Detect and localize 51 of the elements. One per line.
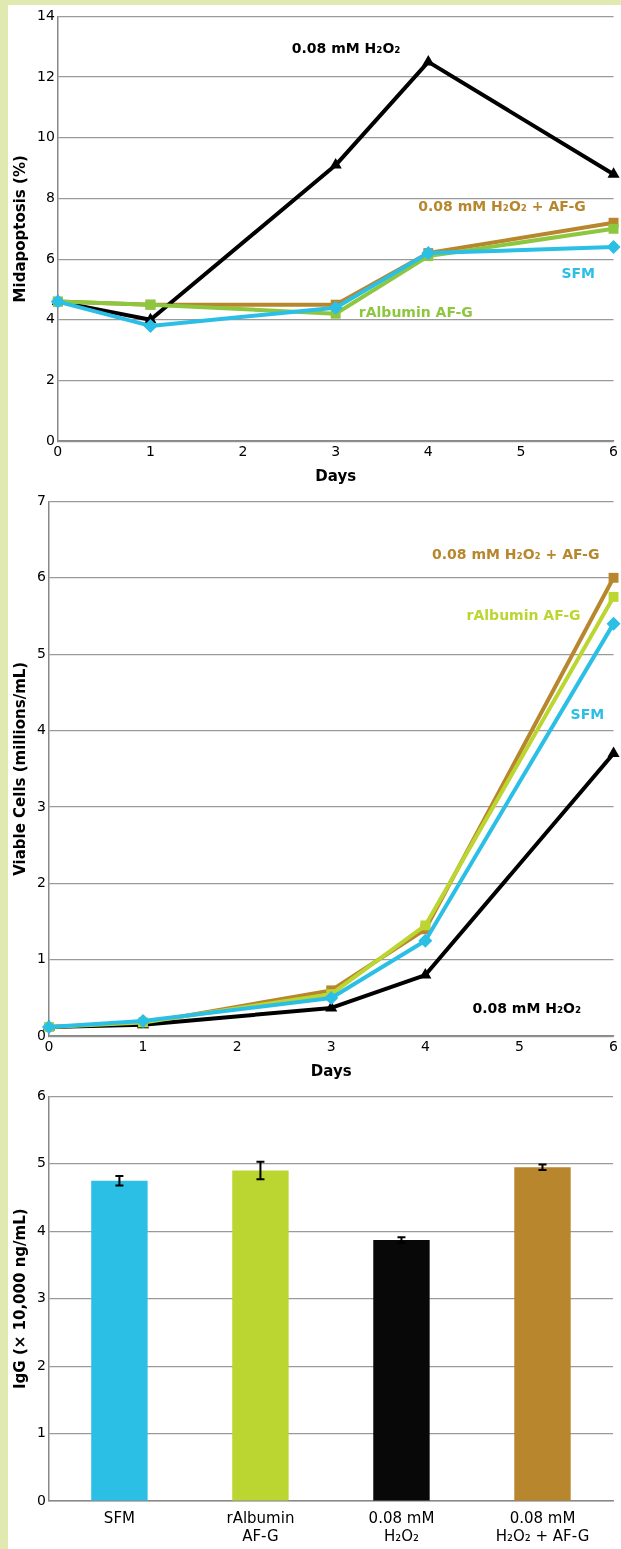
series-label: 0.08 mM H₂O₂ + AF-G — [431, 545, 600, 562]
x-tick-label: 2 — [238, 443, 248, 460]
y-tick-label: 1 — [36, 950, 46, 967]
y-tick-label: 0 — [36, 1491, 46, 1508]
series-label: SFM — [561, 264, 596, 281]
x-tick-label: 6 — [609, 443, 619, 460]
y-tick-label: 2 — [45, 371, 55, 388]
x-tick-label: 0.08 mM H₂O₂ + AF-G — [495, 1508, 590, 1545]
y-axis-title: Viable Cells (millions/mL) — [10, 661, 29, 876]
series-label: rAlbumin AF-G — [358, 304, 473, 321]
x-tick-label: 5 — [516, 443, 526, 460]
y-tick-label: 6 — [45, 249, 55, 266]
y-tick-label: 10 — [36, 128, 55, 145]
x-tick-label: 1 — [145, 443, 155, 460]
y-tick-label: 4 — [36, 721, 46, 738]
y-tick-label: 2 — [36, 874, 46, 891]
x-tick-label: 1 — [138, 1038, 148, 1055]
y-tick-label: 3 — [36, 797, 46, 814]
x-axis-title: Days — [315, 466, 357, 485]
y-tick-label: 14 — [36, 7, 55, 24]
y-tick-label: 7 — [36, 492, 46, 509]
y-tick-label: 0 — [36, 1026, 46, 1043]
x-tick-label: 3 — [331, 443, 341, 460]
x-axis-title: Days — [310, 1061, 352, 1080]
x-tick-label: 4 — [423, 443, 433, 460]
y-tick-label: 5 — [36, 644, 46, 661]
y-tick-label: 8 — [45, 189, 55, 206]
x-tick-label: SFM — [103, 1508, 135, 1527]
x-tick-label: 6 — [609, 1038, 619, 1055]
series-label: 0.08 mM H₂O₂ + AF-G — [418, 198, 586, 215]
y-axis-title: Midapoptosis (%) — [10, 155, 29, 303]
x-tick-label: 3 — [326, 1038, 336, 1055]
y-tick-label: 2 — [36, 1356, 46, 1373]
x-tick-label: 2 — [232, 1038, 242, 1055]
x-tick-label: 5 — [514, 1038, 524, 1055]
y-tick-label: 4 — [36, 1221, 46, 1238]
y-tick-label: 6 — [36, 1087, 46, 1104]
y-tick-label: 1 — [36, 1424, 46, 1441]
series-label: SFM — [570, 705, 605, 722]
y-tick-label: 12 — [36, 67, 55, 84]
y-axis-title: IgG (× 10,000 ng/mL) — [10, 1208, 29, 1389]
y-tick-label: 3 — [36, 1289, 46, 1306]
text: 0.08 mM H₂O₂ — [472, 1000, 582, 1017]
x-tick-label: 4 — [420, 1038, 430, 1055]
y-tick-label: 5 — [36, 1154, 46, 1171]
series-label: 0.08 mM H₂O₂ — [291, 40, 401, 57]
y-tick-label: 4 — [45, 310, 55, 327]
series-label: rAlbumin AF-G — [466, 606, 581, 623]
x-tick-label: rAlbumin AF-G — [226, 1508, 295, 1545]
x-tick-label: 0.08 mM H₂O₂ — [368, 1508, 435, 1545]
y-tick-label: 6 — [36, 568, 46, 585]
